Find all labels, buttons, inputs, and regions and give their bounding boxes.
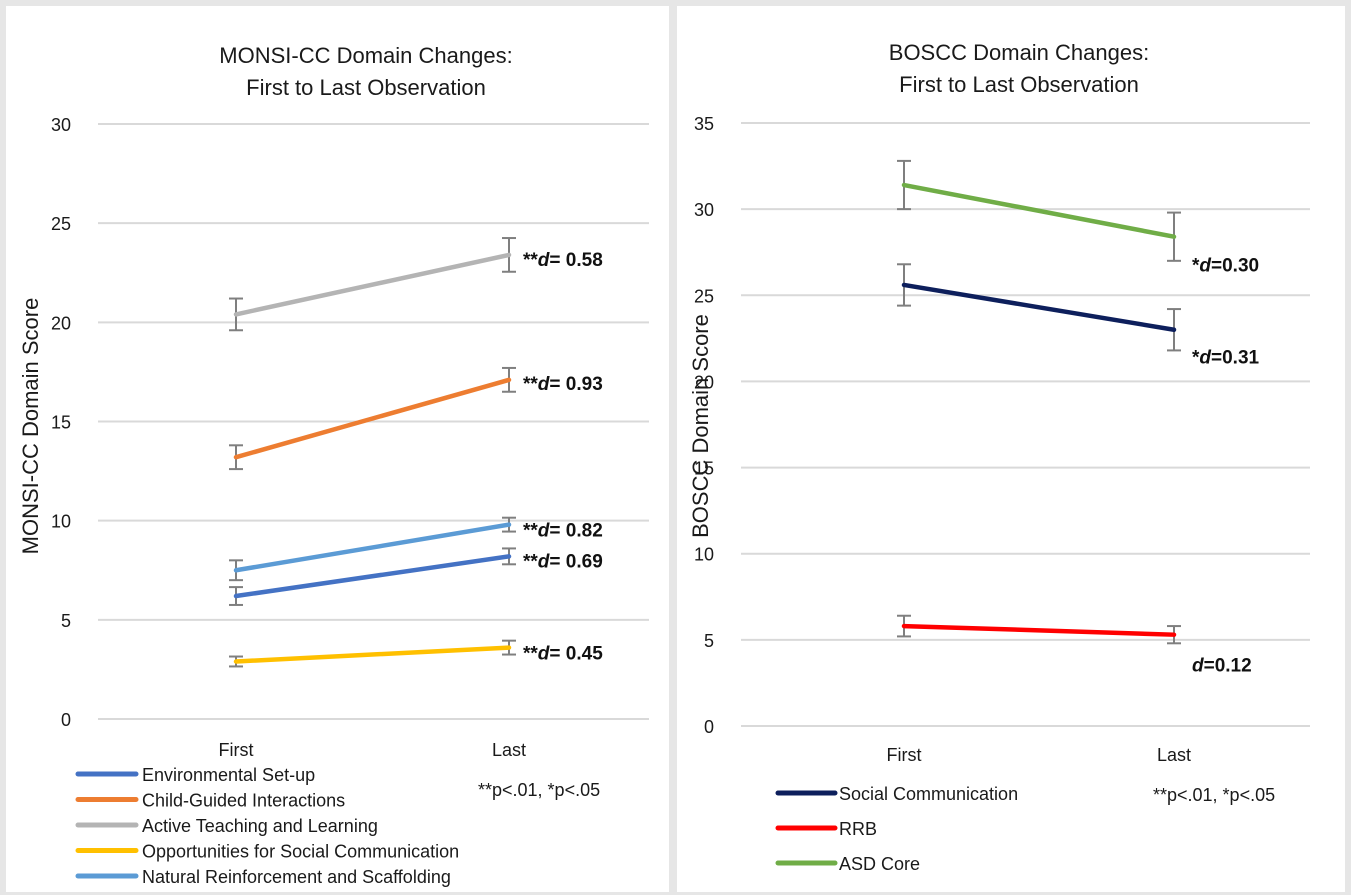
monsi-series-4-annotation: **d= 0.45 bbox=[523, 644, 603, 665]
monsi-series-4-annotation-value: = 0.45 bbox=[549, 644, 603, 665]
boscc-series-1-line bbox=[901, 282, 1177, 332]
boscc-series-3-legend-label: ASD Core bbox=[839, 854, 920, 874]
monsi-series-1-legend-label: Environmental Set-up bbox=[142, 765, 315, 785]
monsi-series-4-annotation-stars: ** bbox=[523, 644, 538, 665]
monsi-title-line-2: First to Last Observation bbox=[246, 75, 486, 100]
boscc-title-line-1: BOSCC Domain Changes: bbox=[889, 40, 1149, 65]
monsi-x-tick-first: First bbox=[219, 740, 254, 760]
monsi-series-3-annotation-d: d bbox=[538, 250, 550, 271]
monsi-series-2-line bbox=[233, 377, 512, 460]
monsi-series-5-annotation: **d= 0.82 bbox=[523, 521, 603, 542]
boscc-significance-note: **p<.01, *p<.05 bbox=[1153, 785, 1275, 805]
boscc-series-3-annotation-stars: * bbox=[1192, 256, 1200, 277]
monsi-series-5-legend-label: Natural Reinforcement and Scaffolding bbox=[142, 867, 451, 887]
boscc-y-tick-15: 15 bbox=[694, 459, 714, 479]
boscc-series-3-annotation: *d=0.30 bbox=[1192, 256, 1259, 277]
monsi-series-4-line bbox=[233, 645, 512, 664]
monsi-series-5-line bbox=[233, 522, 512, 573]
boscc-series-1-annotation-d: d bbox=[1199, 348, 1211, 369]
monsi-series-3-annotation-stars: ** bbox=[523, 250, 538, 271]
monsi-y-tick-10: 10 bbox=[51, 512, 71, 532]
monsi-series-3-annotation: **d= 0.58 bbox=[523, 250, 603, 271]
boscc-series-2-annotation-value: =0.12 bbox=[1204, 656, 1252, 677]
boscc-y-tick-35: 35 bbox=[694, 114, 714, 134]
boscc-series-3-annotation-d: d bbox=[1199, 256, 1211, 277]
boscc-series-2-line bbox=[901, 623, 1177, 637]
monsi-series-1-annotation: **d= 0.69 bbox=[523, 551, 603, 572]
boscc-series-2-annotation-d: d bbox=[1192, 656, 1204, 677]
monsi-series-1-annotation-d: d bbox=[538, 551, 550, 572]
monsi-y-tick-25: 25 bbox=[51, 214, 71, 234]
monsi-series-3-line bbox=[233, 252, 512, 317]
boscc-x-tick-first: First bbox=[887, 745, 922, 765]
monsi-y-tick-5: 5 bbox=[61, 611, 71, 631]
boscc-series-3-annotation-value: =0.30 bbox=[1211, 256, 1259, 277]
boscc-chart: BOSCC Domain Changes: First to Last Obser… bbox=[688, 40, 1310, 874]
boscc-series-2-legend-label: RRB bbox=[839, 819, 877, 839]
monsi-series-1-annotation-value: = 0.69 bbox=[549, 551, 602, 572]
boscc-y-tick-25: 25 bbox=[694, 286, 714, 306]
monsi-series-2-annotation-value: = 0.93 bbox=[549, 374, 602, 395]
monsi-series-1-line bbox=[233, 554, 512, 599]
monsi-y-tick-0: 0 bbox=[61, 710, 71, 730]
monsi-series-3-legend-label: Active Teaching and Learning bbox=[142, 816, 378, 836]
monsi-series-2-annotation-stars: ** bbox=[523, 374, 538, 395]
monsi-series-4-legend-label: Opportunities for Social Communication bbox=[142, 842, 459, 862]
monsi-series-5-annotation-stars: ** bbox=[523, 521, 538, 542]
boscc-y-tick-20: 20 bbox=[694, 372, 714, 392]
monsi-series-4-annotation-d: d bbox=[538, 644, 550, 665]
monsi-y-tick-20: 20 bbox=[51, 313, 71, 333]
monsi-cc-chart: MONSI-CC Domain Changes: First to Last Ob… bbox=[18, 43, 649, 887]
boscc-series-1-legend-label: Social Communication bbox=[839, 784, 1018, 804]
monsi-series-3-annotation-value: = 0.58 bbox=[549, 250, 602, 271]
boscc-y-tick-5: 5 bbox=[704, 631, 714, 651]
monsi-series-5-annotation-d: d bbox=[538, 521, 550, 542]
monsi-y-tick-30: 30 bbox=[51, 115, 71, 135]
monsi-series-1-annotation-stars: ** bbox=[523, 551, 538, 572]
boscc-y-tick-0: 0 bbox=[704, 717, 714, 737]
boscc-y-tick-30: 30 bbox=[694, 200, 714, 220]
monsi-series-5-annotation-value: = 0.82 bbox=[549, 521, 602, 542]
boscc-title-line-2: First to Last Observation bbox=[899, 72, 1139, 97]
monsi-y-tick-15: 15 bbox=[51, 413, 71, 433]
boscc-chart-panel: BOSCC Domain Changes: First to Last Obser… bbox=[677, 6, 1345, 892]
boscc-y-axis-label: BOSCC Domain Score bbox=[688, 314, 713, 538]
monsi-cc-chart-panel: MONSI-CC Domain Changes: First to Last Ob… bbox=[6, 6, 669, 892]
boscc-series-1-annotation: *d=0.31 bbox=[1192, 348, 1260, 369]
monsi-title-line-1: MONSI-CC Domain Changes: bbox=[219, 43, 512, 68]
monsi-series-2-legend-label: Child-Guided Interactions bbox=[142, 791, 345, 811]
boscc-y-tick-10: 10 bbox=[694, 545, 714, 565]
boscc-x-tick-last: Last bbox=[1157, 745, 1191, 765]
monsi-significance-note: **p<.01, *p<.05 bbox=[478, 780, 600, 800]
boscc-series-1-annotation-stars: * bbox=[1192, 348, 1200, 369]
boscc-series-3-line bbox=[901, 182, 1177, 239]
monsi-series-2-annotation-d: d bbox=[538, 374, 550, 395]
boscc-series-2-annotation: d=0.12 bbox=[1192, 656, 1252, 677]
monsi-x-tick-last: Last bbox=[492, 740, 526, 760]
monsi-y-axis-label: MONSI-CC Domain Score bbox=[18, 298, 43, 555]
monsi-series-2-annotation: **d= 0.93 bbox=[523, 374, 603, 395]
boscc-series-1-annotation-value: =0.31 bbox=[1211, 348, 1260, 369]
